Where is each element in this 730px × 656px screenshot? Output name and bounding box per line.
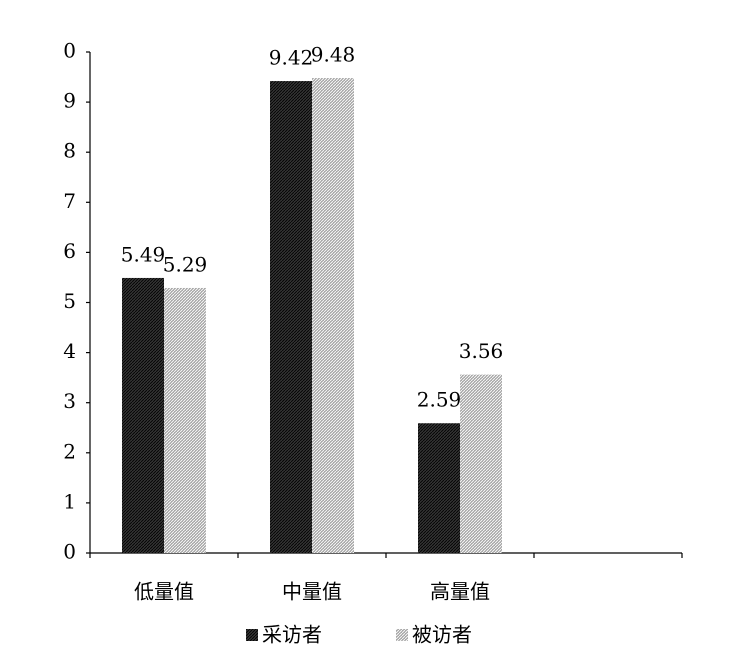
bar	[460, 374, 502, 553]
y-tick-label: 9	[63, 89, 76, 113]
y-tick-label: 4	[63, 339, 76, 363]
y-tick-label: 0	[63, 39, 76, 63]
data-label: 5.29	[163, 252, 208, 276]
y-tick-label: 2	[63, 439, 76, 463]
data-label: 9.48	[311, 43, 356, 67]
y-tick-label: 7	[63, 189, 76, 213]
bar	[122, 277, 164, 553]
data-label: 5.49	[121, 242, 166, 266]
x-tick-label: 高量值	[430, 580, 490, 604]
x-tick-label: 低量值	[134, 580, 194, 604]
y-tick-label: 6	[63, 239, 76, 263]
data-label: 2.59	[417, 388, 462, 412]
x-tick-label: 中量值	[282, 580, 342, 604]
data-label: 3.56	[459, 339, 504, 363]
y-tick-label: 0	[63, 540, 76, 564]
bar	[270, 81, 312, 554]
bar	[418, 423, 460, 553]
bar	[164, 287, 206, 553]
legend-label: 被访者	[412, 623, 472, 647]
y-tick-label: 3	[63, 389, 76, 413]
bar	[312, 78, 354, 553]
legend-swatch	[396, 629, 408, 641]
legend-label: 采访者	[262, 623, 322, 647]
legend-swatch	[246, 629, 258, 641]
y-tick-label: 8	[63, 139, 76, 163]
data-label: 9.42	[269, 46, 314, 70]
y-tick-label: 5	[63, 289, 76, 313]
y-tick-label: 1	[63, 489, 76, 513]
